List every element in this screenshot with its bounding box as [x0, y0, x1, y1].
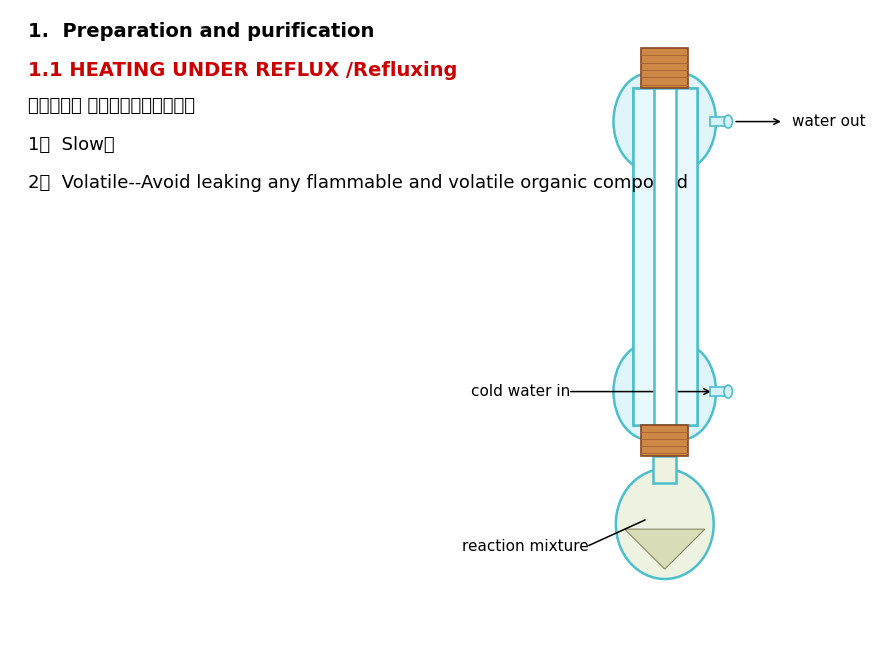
- Bar: [709, 387, 727, 396]
- Text: 回流作用： 因为大多有机反应都是: 回流作用： 因为大多有机反应都是: [28, 97, 195, 115]
- Bar: [709, 117, 727, 126]
- Polygon shape: [632, 88, 696, 425]
- Polygon shape: [653, 88, 675, 425]
- Polygon shape: [652, 456, 675, 483]
- Polygon shape: [632, 88, 696, 425]
- Ellipse shape: [615, 469, 713, 579]
- Text: reaction mixture: reaction mixture: [462, 539, 588, 554]
- Text: water out: water out: [791, 114, 865, 129]
- Bar: [640, 425, 687, 456]
- Bar: [640, 48, 687, 88]
- Ellipse shape: [723, 115, 731, 128]
- Polygon shape: [624, 529, 704, 569]
- Text: 1.1 HEATING UNDER REFLUX /Refluxing: 1.1 HEATING UNDER REFLUX /Refluxing: [28, 61, 457, 80]
- Text: 1.  Preparation and purification: 1. Preparation and purification: [28, 22, 374, 41]
- Text: 2）  Volatile--Avoid leaking any flammable and volatile organic compound: 2） Volatile--Avoid leaking any flammable…: [28, 174, 687, 193]
- Ellipse shape: [613, 343, 683, 439]
- Ellipse shape: [644, 343, 716, 439]
- Ellipse shape: [723, 385, 731, 398]
- Text: cold water in: cold water in: [471, 384, 570, 399]
- Text: 1）  Slow；: 1） Slow；: [28, 136, 114, 153]
- Ellipse shape: [613, 73, 683, 170]
- Ellipse shape: [644, 73, 716, 170]
